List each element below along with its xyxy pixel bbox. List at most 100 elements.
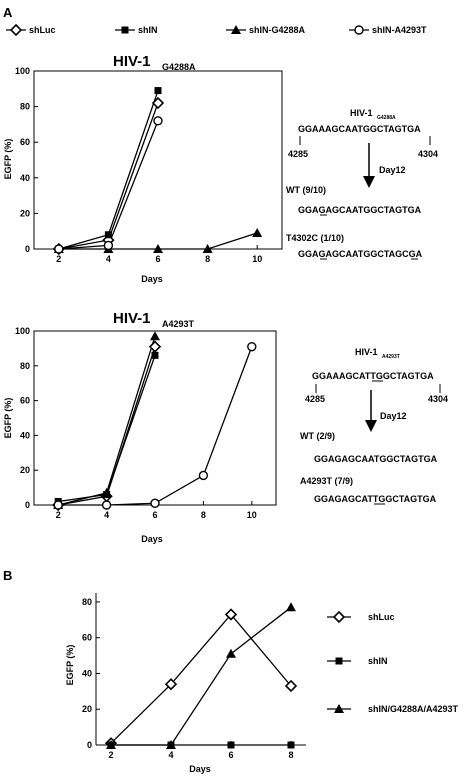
seq1-result2-label: T4302C (1/10) (286, 233, 344, 243)
data-point (150, 498, 160, 508)
series-line-shin-a4293t (58, 120, 159, 250)
data-point (103, 240, 114, 251)
x-tick-label: 10 (252, 254, 262, 264)
x-tick-label: 4 (106, 254, 111, 264)
legend-marker (9, 23, 23, 37)
legend-label: shIN-A4293T (372, 25, 427, 35)
chart-g4288a: HIV-1 G4288A EGFP (%) Days 0 20 40 60 80 100 2… (3, 53, 283, 284)
seq2-title-main: HIV-1 (355, 347, 378, 357)
seq2-arrow-label: Day12 (380, 411, 407, 421)
series-line-shluc (110, 613, 292, 744)
x-tick-label: 2 (108, 750, 113, 760)
panel-label-a: A (3, 5, 13, 20)
y-tick-label: 100 (15, 66, 30, 76)
x-tick-label: 4 (168, 750, 173, 760)
seq2-pos-end: 4304 (428, 394, 448, 404)
data-point (166, 740, 176, 749)
y-tick-label: 80 (20, 361, 30, 371)
sequence-annotation-a4293t: HIV-1 A4293T GGAAAGCATTGGCTAGTGA 4285 43… (300, 347, 448, 505)
legend-top: shLuc shIN shIN-G4288A shIN-A4293T (6, 23, 427, 37)
series-line-shin-g4288a-a4293t (111, 606, 292, 746)
seq2-arrow-head (365, 420, 377, 432)
chart1-ylabel: EGFP (%) (3, 139, 13, 180)
data-point (226, 648, 236, 658)
series-line-shin (58, 90, 159, 250)
seq1-pos-start: 4285 (288, 149, 308, 159)
x-tick-label: 2 (56, 510, 61, 520)
chart3-ylabel: EGFP (%) (65, 645, 75, 686)
legend-label: shIN-G4288A (249, 25, 306, 35)
chart2-title-sub: A4293T (162, 319, 195, 329)
legend-marker (121, 26, 129, 34)
data-point (224, 608, 238, 621)
y-tick-label: 40 (82, 668, 92, 678)
legend-label: shLuc (29, 25, 56, 35)
legend-label: shIN/G4288A/A4293T (368, 704, 459, 714)
legend-marker (332, 610, 346, 624)
chart1-xlabel: Days (141, 274, 163, 284)
seq1-pos-end: 4304 (418, 149, 438, 159)
data-point (153, 244, 163, 253)
y-tick-label: 100 (15, 326, 30, 336)
y-tick-label: 60 (82, 633, 92, 643)
chart3-xlabel: Days (189, 764, 211, 774)
data-point (154, 87, 162, 95)
data-point (252, 227, 263, 237)
seq2-result1-seq: GGAGAGCAATGGCTAGTGA (314, 454, 438, 464)
chart1-title-sub: G4288A (162, 62, 196, 72)
legend-label: shIN (368, 656, 388, 666)
data-point (153, 116, 163, 126)
x-tick-label: 8 (288, 750, 293, 760)
chart1-title-main: HIV-1 (113, 53, 151, 70)
chart-combined: EGFP (%) Days 0 20 40 60 80 2 4 6 8 (65, 593, 306, 774)
seq1-result2-seq: GGAGAGCAATGGCTAGCGA (298, 249, 423, 259)
y-tick-label: 40 (20, 430, 30, 440)
seq1-arrow-label: Day12 (379, 165, 406, 175)
seq1-title-sub: G4288A (377, 115, 396, 121)
sequence-annotation-g4288a: HIV-1 G4288A GGAAAGCAATGGCTAGTGA 4285 43… (286, 108, 438, 260)
x-tick-label: 4 (104, 510, 109, 520)
y-tick-label: 0 (25, 500, 30, 510)
x-tick-label: 10 (247, 510, 257, 520)
data-point (54, 244, 64, 254)
x-tick-label: 6 (155, 254, 160, 264)
series-line-shluc (58, 102, 159, 250)
data-point (247, 341, 257, 352)
y-tick-label: 20 (20, 465, 30, 475)
x-tick-label: 8 (205, 254, 210, 264)
y-tick-label: 20 (20, 208, 30, 218)
series-line-shin-g4288a (58, 336, 156, 506)
series-line-shin (58, 355, 156, 503)
series-line-shin-a4293t (58, 346, 253, 506)
y-tick-label: 0 (25, 244, 30, 254)
y-tick-label: 60 (20, 396, 30, 406)
seq1-sequence: GGAAAGCAATGGCTAGTGA (298, 124, 421, 134)
series-line-shluc (58, 346, 156, 506)
legend-label: shLuc (368, 612, 395, 622)
data-point (101, 487, 112, 497)
panel-label-b: B (3, 568, 12, 583)
legend-marker (354, 25, 364, 35)
chart2-xlabel: Days (141, 534, 163, 544)
data-point (198, 470, 209, 481)
data-point (104, 231, 112, 239)
seq2-title-sub: A4293T (382, 354, 400, 360)
seq2-sequence: GGAAAGCATTGGCTAGTGA (312, 371, 434, 381)
y-tick-label: 80 (82, 597, 92, 607)
y-tick-label: 80 (20, 102, 30, 112)
chart2-title-main: HIV-1 (113, 310, 151, 327)
data-point (164, 678, 178, 691)
data-point (150, 331, 160, 341)
data-point (202, 244, 213, 253)
data-point (286, 602, 296, 612)
seq2-pos-start: 4285 (305, 394, 325, 404)
legend-marker (335, 657, 343, 665)
legend-marker (334, 704, 344, 713)
seq2-result2-label: A4293T (7/9) (300, 476, 353, 486)
legend-b: shLuc shIN shIN/G4288A/A4293T (327, 610, 459, 714)
x-tick-label: 8 (201, 510, 206, 520)
legend-marker (231, 25, 241, 34)
seq1-result1-label: WT (9/10) (286, 185, 326, 195)
seq2-result1-label: WT (2/9) (300, 431, 335, 441)
